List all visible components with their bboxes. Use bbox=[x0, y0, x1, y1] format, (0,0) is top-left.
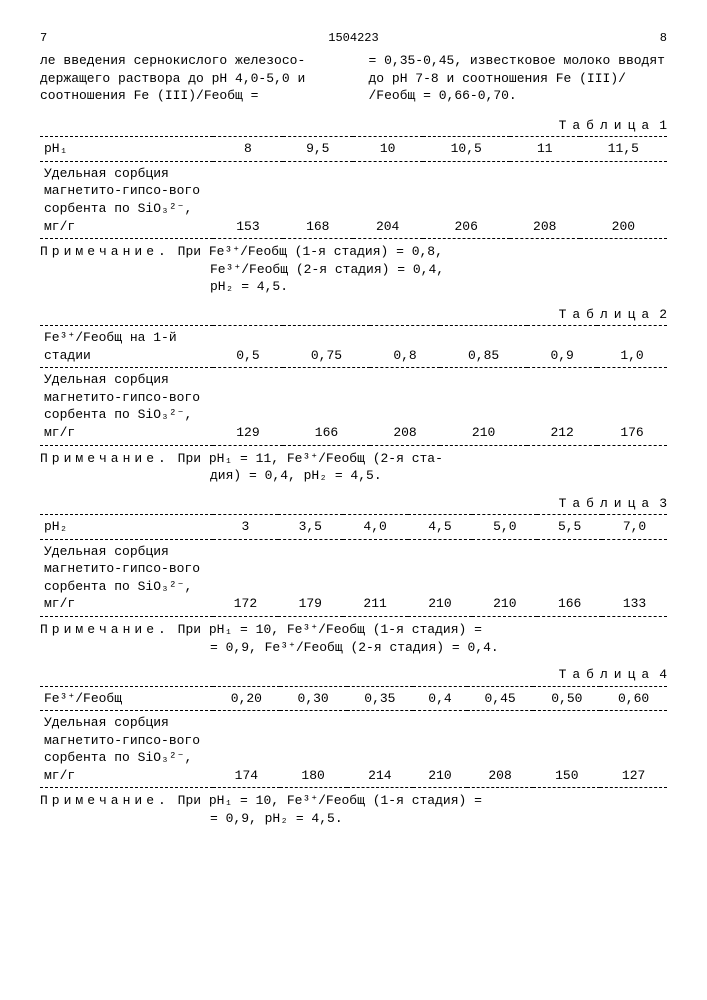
param-value: 1,0 bbox=[597, 326, 667, 368]
data-table: pH₁89,51010,51111,5 Удельная сорбция магн… bbox=[40, 136, 667, 239]
sorption-label: Удельная сорбция магнетито-гипсо-вого со… bbox=[40, 161, 213, 238]
param-value: 0,20 bbox=[213, 686, 280, 711]
sorption-value: 208 bbox=[370, 368, 440, 445]
param-value: 0,85 bbox=[440, 326, 527, 368]
sorption-value: 180 bbox=[280, 711, 347, 788]
table-note: Примечание. При pH₁ = 11, Fe³⁺/Feобщ (2-… bbox=[40, 450, 667, 485]
sorption-value: 200 bbox=[580, 161, 667, 238]
sorption-value: 211 bbox=[343, 539, 408, 616]
sorption-value: 166 bbox=[537, 539, 602, 616]
sorption-value: 168 bbox=[283, 161, 353, 238]
table-title: Таблица3 bbox=[40, 495, 667, 513]
table-note: Примечание. При Fe³⁺/Feобщ (1-я стадия) … bbox=[40, 243, 667, 296]
sorption-value: 179 bbox=[278, 539, 343, 616]
sorption-value: 166 bbox=[283, 368, 370, 445]
intro-text: ле введения сернокислого железосо-держащ… bbox=[40, 52, 667, 105]
sorption-label: Удельная сорбция магнетито-гипсо-вого со… bbox=[40, 368, 213, 445]
param-label: Fe³⁺/Feобщ на 1-й стадии bbox=[40, 326, 213, 368]
sorption-label: Удельная сорбция магнетито-гипсо-вого со… bbox=[40, 539, 213, 616]
param-value: 10 bbox=[353, 137, 423, 162]
param-value: 0,5 bbox=[213, 326, 283, 368]
tables-container: Таблица1 pH₁89,51010,51111,5 Удельная сорб… bbox=[40, 117, 667, 828]
param-value: 0,45 bbox=[467, 686, 534, 711]
sorption-value: 204 bbox=[353, 161, 423, 238]
param-value: 11 bbox=[510, 137, 580, 162]
page-num-left: 7 bbox=[40, 30, 47, 46]
param-value: 0,60 bbox=[600, 686, 667, 711]
param-value: 0,30 bbox=[280, 686, 347, 711]
param-value: 5,5 bbox=[537, 515, 602, 540]
param-value: 11,5 bbox=[580, 137, 667, 162]
param-value: 0,75 bbox=[283, 326, 370, 368]
sorption-value: 210 bbox=[413, 711, 466, 788]
param-value: 7,0 bbox=[602, 515, 667, 540]
sorption-value: 210 bbox=[408, 539, 473, 616]
table-note: Примечание. При pH₁ = 10, Fe³⁺/Feобщ (1-… bbox=[40, 792, 667, 827]
sorption-label: Удельная сорбция магнетито-гипсо-вого со… bbox=[40, 711, 213, 788]
data-table: Fe³⁺/Feобщ0,200,300,350,40,450,500,60 Уде… bbox=[40, 686, 667, 789]
param-label: pH₁ bbox=[40, 137, 213, 162]
intro-right: = 0,35-0,45, известковое молоко вводят д… bbox=[369, 52, 668, 105]
param-label: Fe³⁺/Feобщ bbox=[40, 686, 213, 711]
sorption-value: 129 bbox=[213, 368, 283, 445]
data-table: pH₂33,54,04,55,05,57,0 Удельная сорбция м… bbox=[40, 514, 667, 617]
param-value: 5,0 bbox=[472, 515, 537, 540]
page-header: 7 1504223 8 bbox=[40, 30, 667, 46]
sorption-value: 208 bbox=[510, 161, 580, 238]
param-value: 8 bbox=[213, 137, 283, 162]
param-value: 9,5 bbox=[283, 137, 353, 162]
param-value: 4,0 bbox=[343, 515, 408, 540]
sorption-value: 172 bbox=[213, 539, 278, 616]
table-title: Таблица4 bbox=[40, 666, 667, 684]
sorption-value: 214 bbox=[347, 711, 414, 788]
param-label: pH₂ bbox=[40, 515, 213, 540]
sorption-value: 150 bbox=[533, 711, 600, 788]
param-value: 0,50 bbox=[533, 686, 600, 711]
sorption-value: 174 bbox=[213, 711, 280, 788]
param-value: 0,8 bbox=[370, 326, 440, 368]
table-title: Таблица2 bbox=[40, 306, 667, 324]
page-num-right: 8 bbox=[660, 30, 667, 46]
intro-left: ле введения сернокислого железосо-держащ… bbox=[40, 52, 339, 105]
param-value: 0,4 bbox=[413, 686, 466, 711]
sorption-value: 127 bbox=[600, 711, 667, 788]
param-value: 0,9 bbox=[527, 326, 597, 368]
table-note: Примечание. При pH₁ = 10, Fe³⁺/Feобщ (1-… bbox=[40, 621, 667, 656]
doc-number: 1504223 bbox=[328, 30, 378, 46]
sorption-value: 176 bbox=[597, 368, 667, 445]
param-value: 3 bbox=[213, 515, 278, 540]
table-title: Таблица1 bbox=[40, 117, 667, 135]
sorption-value: 208 bbox=[467, 711, 534, 788]
sorption-value: 210 bbox=[472, 539, 537, 616]
param-value: 0,35 bbox=[347, 686, 414, 711]
sorption-value: 212 bbox=[527, 368, 597, 445]
sorption-value: 206 bbox=[423, 161, 510, 238]
sorption-value: 210 bbox=[440, 368, 527, 445]
sorption-value: 153 bbox=[213, 161, 283, 238]
param-value: 4,5 bbox=[408, 515, 473, 540]
sorption-value: 133 bbox=[602, 539, 667, 616]
param-value: 3,5 bbox=[278, 515, 343, 540]
data-table: Fe³⁺/Feобщ на 1-й стадии0,50,750,80,850,… bbox=[40, 325, 667, 445]
param-value: 10,5 bbox=[423, 137, 510, 162]
